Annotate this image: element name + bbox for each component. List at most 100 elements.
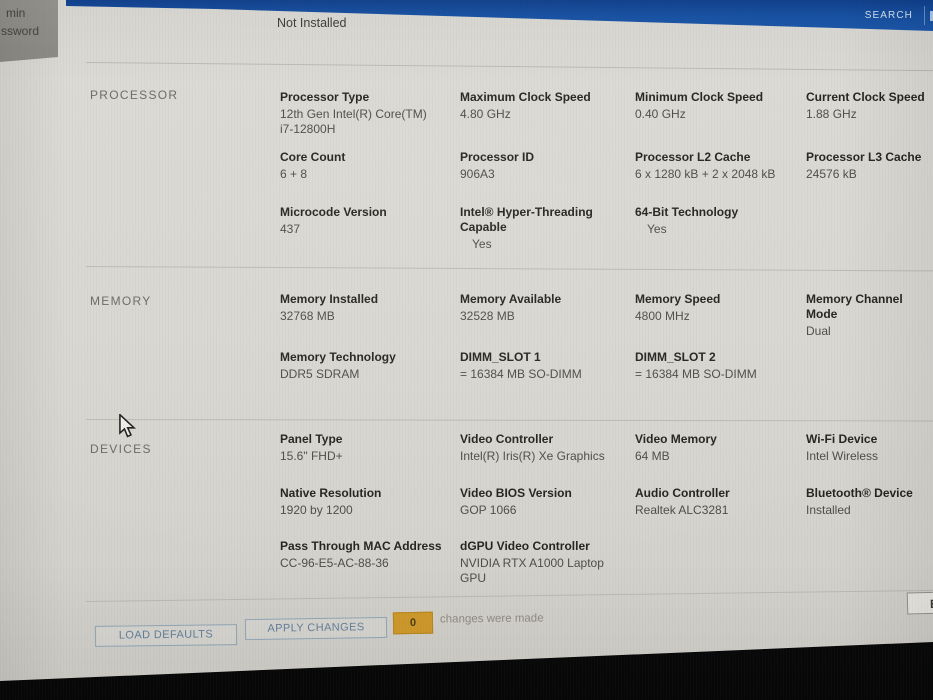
section-title: MEMORY	[90, 294, 152, 308]
sidebar-item-password-truncated[interactable]: ssword	[1, 24, 40, 38]
field-value: DDR5 SDRAM	[280, 367, 360, 381]
field-value: 32528 MB	[460, 309, 515, 323]
field-value: Intel(R) Iris(R) Xe Graphics	[460, 449, 605, 463]
field-row: Microcode Version 437 Intel® Hyper-Threadi…	[280, 205, 933, 252]
field: DIMM_SLOT 2 = 16384 MB SO-DIMM	[635, 350, 806, 382]
sidebar-item-admin-truncated[interactable]: min	[6, 6, 26, 20]
field-value: 6 x 1280 kB + 2 x 2048 kB	[635, 167, 776, 181]
field: Processor L2 Cache 6 x 1280 kB + 2 x 2048…	[635, 150, 806, 182]
field: Maximum Clock Speed 4.80 GHz	[460, 90, 635, 137]
field-value: Intel Wireless	[806, 449, 879, 463]
field-label: Processor Type	[280, 90, 370, 104]
field: Current Clock Speed 1.88 GHz	[806, 90, 933, 137]
sidebar-fragment: min ssword	[0, 0, 58, 62]
field-value: = 16384 MB SO-DIMM	[460, 367, 582, 381]
field-empty	[635, 539, 806, 586]
field-value: Dual	[806, 324, 831, 338]
section-title: DEVICES	[90, 442, 152, 456]
field: Bluetooth® Device Installed	[806, 486, 933, 518]
field-value: Yes	[647, 222, 667, 236]
field: Wi-Fi Device Intel Wireless	[806, 432, 933, 464]
field-value: 4800 MHz	[635, 309, 690, 323]
field-empty	[806, 205, 933, 252]
field-label: Panel Type	[280, 432, 343, 446]
field: Pass Through MAC Address CC-96-E5-AC-88-3…	[280, 539, 460, 586]
field-value: 15.6" FHD+	[280, 449, 343, 463]
field-value: 1920 by 1200	[280, 503, 353, 517]
field-label: Memory Channel Mode	[806, 292, 903, 321]
field-label: Memory Installed	[280, 292, 379, 306]
field: Video BIOS Version GOP 1066	[460, 486, 635, 518]
field-value: 437	[280, 222, 301, 236]
field: dGPU Video Controller NVIDIA RTX A1000 La…	[460, 539, 635, 586]
field-value: NVIDIA RTX A1000 Laptop GPU	[460, 556, 604, 585]
field-label: DIMM_SLOT 1	[460, 350, 541, 364]
header-clipped-item	[930, 11, 933, 21]
field-value: 32768 MB	[280, 309, 335, 323]
field-label: 64-Bit Technology	[635, 205, 739, 219]
clipped-edge-button[interactable]: E	[906, 591, 933, 615]
changes-note-text: changes were made	[439, 612, 544, 626]
field-value: Yes	[472, 237, 492, 251]
field-label: Processor ID	[460, 150, 535, 164]
field-value: Installed	[806, 503, 851, 517]
field-label: Native Resolution	[280, 486, 382, 500]
field-row: Processor Type 12th Gen Intel(R) Core(TM)…	[280, 90, 933, 137]
field: Native Resolution 1920 by 1200	[280, 486, 460, 518]
load-defaults-button[interactable]: LOAD DEFAULTS	[94, 624, 238, 647]
field-row: Memory Installed 32768 MB Memory Available…	[280, 292, 933, 339]
field-label: Memory Available	[460, 292, 562, 306]
field-label: Memory Technology	[280, 350, 396, 364]
field-row: Memory Technology DDR5 SDRAM DIMM_SLOT 1 = …	[280, 350, 933, 382]
section-title: PROCESSOR	[90, 88, 179, 102]
field-label: Current Clock Speed	[806, 90, 925, 104]
field-label: Wi-Fi Device	[806, 432, 878, 446]
field: DIMM_SLOT 1 = 16384 MB SO-DIMM	[460, 350, 635, 382]
field: Video Controller Intel(R) Iris(R) Xe Grap…	[460, 432, 635, 464]
field-label: Core Count	[280, 150, 346, 164]
field-value: 64 MB	[635, 449, 670, 463]
field-row: Panel Type 15.6" FHD+ Video Controller Inte…	[280, 432, 933, 464]
field-value: 12th Gen Intel(R) Core(TM) i7-12800H	[280, 107, 427, 136]
field: Memory Technology DDR5 SDRAM	[280, 350, 460, 382]
field-label: Video Controller	[460, 432, 554, 446]
field-row: Pass Through MAC Address CC-96-E5-AC-88-3…	[280, 539, 933, 586]
field-label: Bluetooth® Device	[806, 486, 913, 500]
search-button[interactable]: SEARCH	[864, 10, 913, 21]
changes-count-badge: 0	[392, 611, 434, 635]
field: Video Memory 64 MB	[635, 432, 806, 464]
field: Processor ID 906A3	[460, 150, 635, 182]
field-label: Processor L3 Cache	[806, 150, 922, 164]
header-divider	[924, 6, 925, 25]
field: Microcode Version 437	[280, 205, 460, 252]
divider	[85, 62, 933, 72]
divider	[85, 266, 933, 272]
field-empty	[806, 350, 933, 382]
field: Memory Speed 4800 MHz	[635, 292, 806, 339]
field-label: dGPU Video Controller	[460, 539, 590, 553]
field-label: Microcode Version	[280, 205, 387, 219]
field: Processor L3 Cache 24576 kB	[806, 150, 933, 182]
field-value: 24576 kB	[806, 167, 857, 181]
header-bar: SEARCH	[66, 0, 933, 31]
apply-changes-button[interactable]: APPLY CHANGES	[244, 616, 388, 641]
field-label: Maximum Clock Speed	[460, 90, 591, 104]
field-value: 6 + 8	[280, 167, 308, 181]
section-memory: MEMORY Memory Installed 32768 MB Memory Av…	[88, 292, 933, 420]
field: Audio Controller Realtek ALC3281	[635, 486, 806, 518]
field-value: = 16384 MB SO-DIMM	[635, 367, 757, 381]
section-devices: DEVICES Panel Type 15.6" FHD+ Video Contro…	[88, 430, 933, 600]
field-label: Pass Through MAC Address	[280, 539, 442, 553]
field-value: Realtek ALC3281	[635, 503, 729, 517]
field-label: DIMM_SLOT 2	[635, 350, 716, 364]
field: Processor Type 12th Gen Intel(R) Core(TM)…	[280, 90, 460, 137]
field-value: 906A3	[460, 167, 495, 181]
field-label: Video BIOS Version	[460, 486, 572, 500]
password-status-value: Not Installed	[277, 16, 347, 30]
field-value: GOP 1066	[460, 503, 517, 517]
field: Intel® Hyper-Threading Capable Yes	[460, 205, 635, 252]
field-label: Video Memory	[635, 432, 717, 446]
field-label: Processor L2 Cache	[635, 150, 751, 164]
field: Panel Type 15.6" FHD+	[280, 432, 460, 464]
field-value: CC-96-E5-AC-88-36	[280, 556, 389, 570]
